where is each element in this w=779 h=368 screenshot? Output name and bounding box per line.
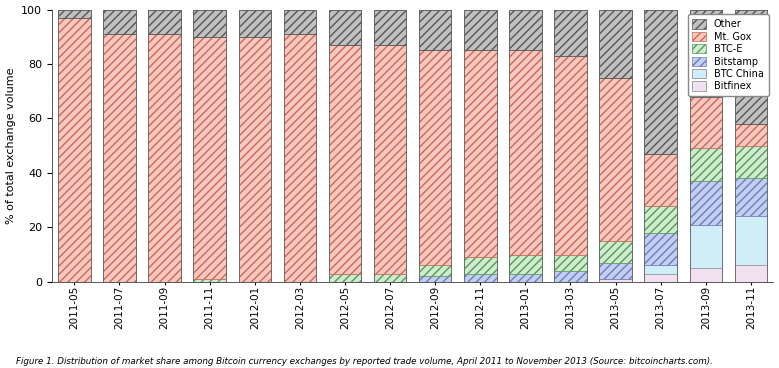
Bar [374, 274, 407, 282]
Bar [689, 224, 722, 268]
Bar [148, 10, 181, 34]
Bar [644, 154, 677, 206]
Bar [374, 10, 407, 282]
Text: Figure 1. Distribution of market share among Bitcoin currency exchanges by repor: Figure 1. Distribution of market share a… [16, 357, 713, 366]
Y-axis label: % of total exchange volume: % of total exchange volume [5, 67, 16, 224]
Bar [464, 10, 496, 282]
Bar [329, 45, 361, 274]
Bar [104, 34, 136, 282]
Bar [238, 10, 271, 282]
Bar [464, 257, 496, 274]
Bar [193, 10, 226, 37]
Bar [58, 18, 90, 282]
Bar [644, 233, 677, 265]
Bar [104, 10, 136, 34]
Bar [554, 255, 587, 271]
Bar [599, 279, 632, 282]
Bar [58, 10, 90, 282]
Bar [193, 37, 226, 279]
Bar [58, 10, 90, 18]
Bar [509, 50, 541, 255]
Bar [554, 10, 587, 56]
Bar [464, 274, 496, 282]
Bar [554, 56, 587, 255]
Bar [735, 10, 767, 124]
Bar [735, 265, 767, 282]
Bar [599, 241, 632, 263]
Bar [644, 10, 677, 282]
Bar [419, 276, 451, 282]
Bar [644, 206, 677, 233]
Bar [509, 10, 541, 282]
Bar [735, 178, 767, 216]
Bar [509, 255, 541, 274]
Bar [509, 10, 541, 50]
Bar [689, 10, 722, 97]
Bar [148, 10, 181, 282]
Bar [284, 10, 316, 34]
Bar [148, 34, 181, 282]
Bar [419, 10, 451, 282]
Bar [599, 263, 632, 279]
Bar [284, 34, 316, 282]
Bar [644, 274, 677, 282]
Bar [689, 10, 722, 282]
Bar [284, 10, 316, 282]
Legend: Other, Mt. Gox, BTC-E, Bitstamp, BTC China, Bitfinex: Other, Mt. Gox, BTC-E, Bitstamp, BTC Chi… [688, 14, 769, 96]
Bar [374, 10, 407, 45]
Bar [689, 181, 722, 224]
Bar [689, 148, 722, 181]
Bar [644, 265, 677, 274]
Bar [419, 10, 451, 50]
Bar [374, 45, 407, 274]
Bar [554, 271, 587, 282]
Bar [735, 146, 767, 178]
Bar [554, 10, 587, 282]
Bar [464, 50, 496, 257]
Bar [193, 279, 226, 282]
Bar [104, 10, 136, 282]
Bar [509, 274, 541, 282]
Bar [599, 10, 632, 282]
Bar [329, 274, 361, 282]
Bar [419, 50, 451, 265]
Bar [735, 10, 767, 282]
Bar [329, 10, 361, 45]
Bar [464, 10, 496, 50]
Bar [689, 97, 722, 148]
Bar [599, 78, 632, 241]
Bar [238, 10, 271, 37]
Bar [238, 37, 271, 282]
Bar [193, 10, 226, 282]
Bar [735, 216, 767, 265]
Bar [329, 10, 361, 282]
Bar [644, 10, 677, 154]
Bar [735, 124, 767, 146]
Bar [599, 10, 632, 78]
Bar [689, 268, 722, 282]
Bar [419, 265, 451, 276]
